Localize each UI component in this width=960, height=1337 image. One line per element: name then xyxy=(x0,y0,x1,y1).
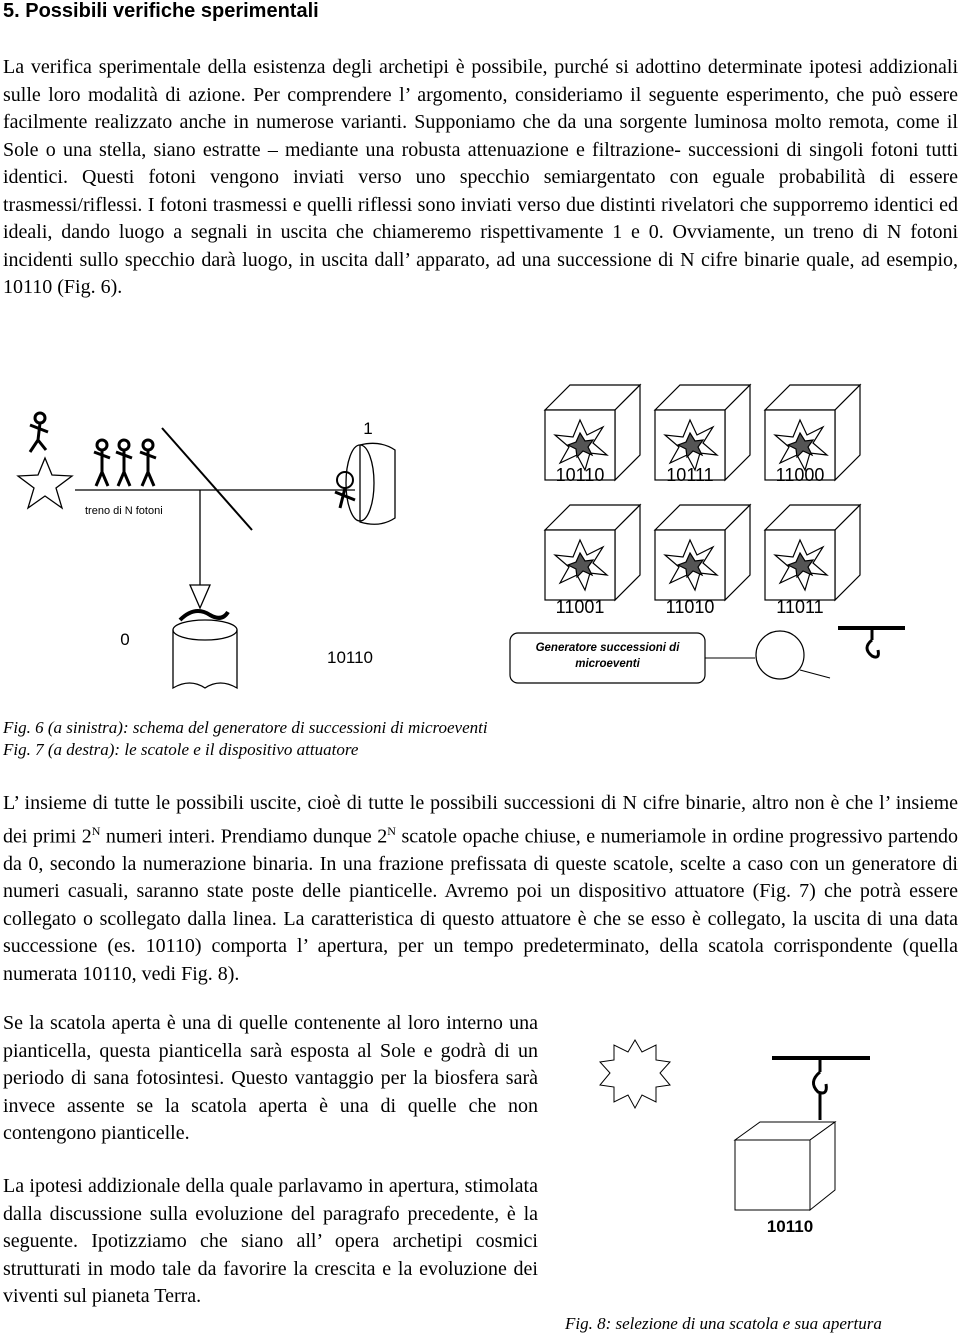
figure-7 xyxy=(509,384,905,684)
label: 11001 xyxy=(556,597,605,617)
label: 11010 xyxy=(666,597,715,617)
paragraph: Se la scatola aperta è una di quelle con… xyxy=(3,1012,538,1144)
figure-6 xyxy=(16,411,396,690)
paragraph: La verifica sperimentale della esistenza… xyxy=(3,56,958,298)
caption: Fig. 6 (a sinistra): schema del generato… xyxy=(3,718,488,737)
generator: Generatore successioni di microeventi xyxy=(535,642,680,670)
label: 1 xyxy=(363,419,372,438)
label: 10110 xyxy=(767,1217,813,1236)
label: 11000 xyxy=(776,465,825,485)
superscript: N xyxy=(387,823,396,838)
heading: 5. Possibili verifiche sperimentali xyxy=(3,0,319,22)
label: treno di N fotoni xyxy=(85,505,163,517)
text: numeri interi. Prendiamo dunque 2 xyxy=(100,825,388,848)
paragraph: La ipotesi addizionale della quale parla… xyxy=(3,1175,538,1307)
paragraph: L’ insieme di tutte le possibili uscite,… xyxy=(3,790,958,988)
text: scatole opache chiuse, e numeriamole in … xyxy=(3,825,959,985)
caption: Fig. 8: selezione di una scatola e sua a… xyxy=(565,1314,882,1333)
superscript: N xyxy=(91,823,101,838)
generator-label: Generatore successioni di microeventi xyxy=(535,642,680,670)
text: L’ insieme di tutte le possibili uscite,… xyxy=(3,792,958,848)
label: 10110 xyxy=(327,648,373,667)
label: 11011 xyxy=(776,597,823,617)
label: 10110 xyxy=(556,465,605,485)
figure-8 xyxy=(598,1039,870,1212)
label: 0 xyxy=(120,630,129,649)
caption: Fig. 7 (a destra): le scatole e il dispo… xyxy=(3,740,359,759)
label: 10111 xyxy=(666,465,713,485)
